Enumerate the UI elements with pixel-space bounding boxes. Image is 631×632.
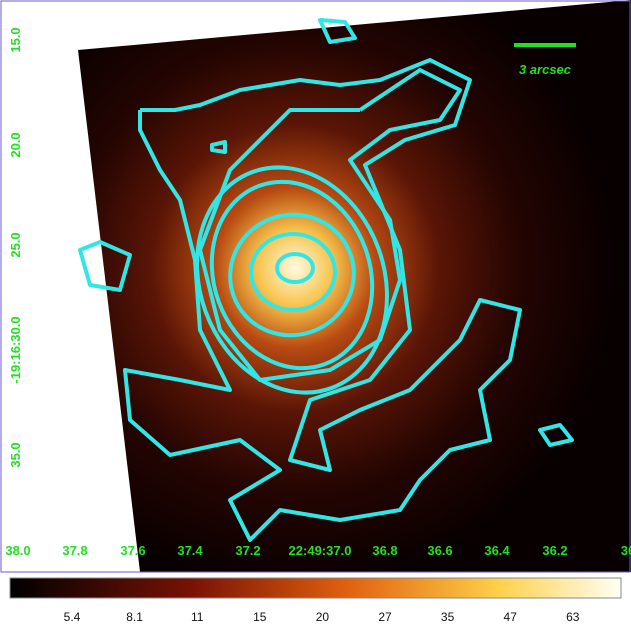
x-tick-label: 36.8 (372, 543, 397, 558)
scale-bar (514, 43, 576, 47)
colorbar (10, 578, 621, 598)
x-tick-label: 22:49:37.0 (289, 543, 352, 558)
colorbar-label: 11 (191, 610, 204, 624)
y-tick-label: 35.0 (8, 442, 23, 467)
colorbar-label: 20 (316, 610, 330, 624)
x-tick-label: 36.4 (484, 543, 510, 558)
colorbar-label: 47 (504, 610, 518, 624)
colorbar-label: 63 (566, 610, 580, 624)
colorbar-label: 15 (253, 610, 267, 624)
x-tick-label: 36.2 (542, 543, 567, 558)
x-tick-label: 37.8 (62, 543, 87, 558)
x-tick-label: 36 (621, 543, 631, 558)
colorbar-label: 8.1 (126, 610, 143, 624)
y-tick-label: 15.0 (8, 27, 23, 52)
x-tick-label: 36.6 (427, 543, 452, 558)
x-tick-label: 37.6 (120, 543, 145, 558)
x-tick-label: 38.0 (5, 543, 30, 558)
x-tick-label: 37.4 (177, 543, 203, 558)
x-tick-label: 37.2 (235, 543, 260, 558)
scale-label: 3 arcsec (519, 62, 572, 77)
y-tick-label: 20.0 (8, 132, 23, 157)
colorbar-label: 5.4 (64, 610, 81, 624)
y-tick-label: -19:16:30.0 (8, 316, 23, 383)
ds9-view: 3 arcsec 15.0 20.0 25.0 -19:16:30.0 35.0 38.0… (0, 0, 631, 627)
y-tick-label: 25.0 (8, 232, 23, 257)
colorbar-label: 35 (441, 610, 455, 624)
colorbar-label: 27 (378, 610, 392, 624)
